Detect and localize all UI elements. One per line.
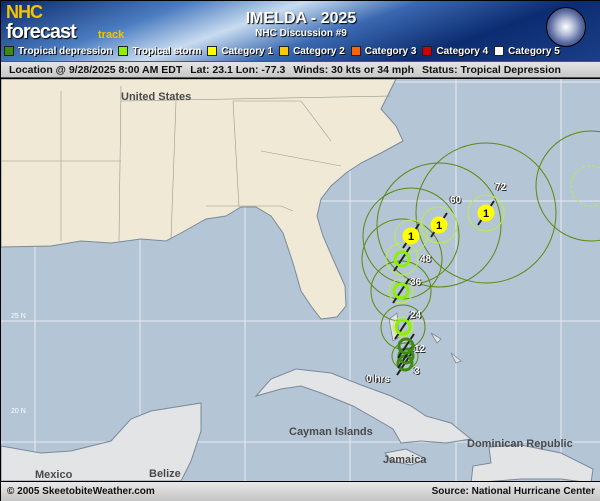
label-dominican-republic: Dominican Republic bbox=[467, 438, 573, 450]
legend-item: Category 4 bbox=[422, 46, 488, 57]
land-yucatan bbox=[1, 402, 202, 481]
location-time: Location @ 9/28/2025 8:00 AM EDT bbox=[9, 63, 183, 76]
storm-marker bbox=[397, 333, 415, 359]
legend-item: Category 2 bbox=[279, 46, 345, 57]
hour-label-72: 72 bbox=[495, 182, 507, 193]
legend-swatch bbox=[118, 46, 129, 56]
copyright: © 2005 SkeetobiteWeather.com bbox=[7, 486, 155, 497]
storm-marker: 1 bbox=[402, 223, 420, 249]
lat-lon: Lat: 23.1 Lon: -77.3 bbox=[190, 63, 286, 76]
hour-label-12: 12 bbox=[414, 344, 426, 355]
header-banner: NHC forecast track IMELDA - 2025 NHC Discu… bbox=[1, 1, 600, 61]
footer: © 2005 SkeetobiteWeather.com Source: Nat… bbox=[1, 481, 600, 501]
storm-marker bbox=[393, 246, 411, 272]
hurricane-satellite-icon bbox=[546, 7, 586, 47]
legend-item: Category 3 bbox=[350, 45, 417, 57]
winds: Winds: 30 kts or 34 mph bbox=[293, 63, 415, 76]
hour-label-0: 0 hrs bbox=[366, 374, 390, 385]
legend-swatch bbox=[4, 46, 14, 56]
hour-label-3: 3 bbox=[414, 366, 420, 377]
hour-label-36: 36 bbox=[410, 277, 422, 288]
legend-swatch bbox=[279, 46, 290, 56]
status-bar: Location @ 9/28/2025 8:00 AM EDT Lat: 23… bbox=[1, 61, 600, 78]
category-legend: Tropical depression Tropical storm Categor… bbox=[1, 43, 600, 59]
land-united-states bbox=[1, 79, 404, 320]
hour-label-48: 48 bbox=[420, 254, 432, 265]
category-number: 1 bbox=[483, 208, 489, 220]
storm-marker: 1 bbox=[430, 212, 448, 238]
storm-marker: 1 bbox=[477, 200, 495, 226]
legend-label: Tropical depression bbox=[18, 45, 113, 57]
storm-marker bbox=[394, 314, 412, 340]
label-cayman-islands: Cayman Islands bbox=[289, 426, 373, 438]
nhc-forecast-track-logo: NHC forecast track bbox=[6, 2, 125, 43]
legend-item: Tropical storm bbox=[118, 46, 201, 57]
storm-title: IMELDA - 2025 bbox=[245, 10, 357, 27]
legend-swatch bbox=[207, 46, 218, 56]
label-belize: Belize bbox=[149, 468, 181, 480]
discussion-number: NHC Discussion #9 bbox=[255, 28, 347, 39]
wind-radii bbox=[385, 165, 600, 338]
legend-swatch bbox=[422, 46, 433, 56]
legend-label: Category 3 bbox=[364, 45, 417, 57]
label-united-states: United States bbox=[121, 91, 192, 103]
source: Source: National Hurricane Center bbox=[431, 486, 595, 497]
storm-status: Status: Tropical Depression bbox=[422, 63, 561, 76]
map-area: 1 1 1 United States Cayman Islands Jamaica… bbox=[1, 79, 600, 481]
legend-label: Category 2 bbox=[293, 45, 345, 57]
land-jamaica bbox=[384, 448, 428, 466]
legend-swatch bbox=[350, 46, 361, 56]
legend-label: Category 4 bbox=[436, 45, 489, 57]
land-bahamas bbox=[388, 312, 462, 364]
storm-marker bbox=[392, 278, 410, 304]
land-cuba bbox=[254, 368, 473, 444]
land-hispaniola bbox=[470, 444, 594, 481]
hour-label-24: 24 bbox=[410, 310, 422, 321]
label-jamaica: Jamaica bbox=[383, 454, 427, 466]
legend-item: Tropical depression bbox=[4, 46, 112, 57]
legend-swatch bbox=[494, 46, 505, 56]
legend-label: Category 5 bbox=[508, 45, 560, 57]
map-svg: 1 1 1 bbox=[1, 79, 600, 481]
legend-item: Category 1 bbox=[207, 46, 273, 57]
hour-label-60: 60 bbox=[450, 195, 462, 206]
legend-label: Tropical storm bbox=[132, 45, 202, 57]
legend-label: Category 1 bbox=[221, 45, 274, 57]
lat-label-25n: 25 N bbox=[11, 313, 26, 320]
forecast-markers: 1 1 1 bbox=[392, 200, 495, 376]
label-mexico: Mexico bbox=[35, 469, 73, 481]
lat-label-20n: 20 N bbox=[11, 408, 26, 415]
category-number: 1 bbox=[408, 231, 414, 243]
legend-item: Category 5 bbox=[494, 46, 560, 57]
state-borders bbox=[1, 85, 392, 242]
category-number: 1 bbox=[436, 220, 442, 232]
